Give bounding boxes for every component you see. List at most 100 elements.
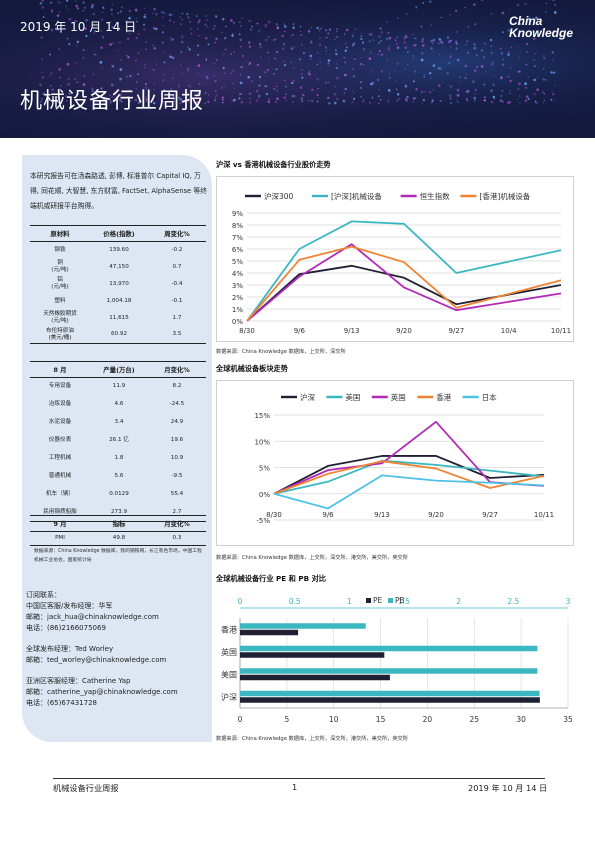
banner-dot xyxy=(259,46,262,49)
banner-dot xyxy=(421,90,423,93)
contact-line[interactable]: 邮箱：ted_worley@chinaknowledge.com xyxy=(26,656,167,664)
banner-dot xyxy=(57,95,60,99)
banner-dot xyxy=(483,96,486,99)
banner-dot xyxy=(527,76,529,78)
banner-dot xyxy=(75,0,77,2)
banner-dot xyxy=(440,16,443,19)
banner-dot xyxy=(446,36,450,39)
banner-dot xyxy=(222,101,224,104)
banner-dot xyxy=(249,28,253,31)
banner-dot xyxy=(335,66,339,70)
banner-dot xyxy=(77,7,80,10)
banner-dot xyxy=(143,28,146,31)
banner-dot xyxy=(292,26,295,29)
category-label: 香港 xyxy=(221,624,237,634)
category-label: 美国 xyxy=(221,669,237,679)
y-tick-label: 3% xyxy=(232,282,243,290)
banner-dot xyxy=(456,99,458,102)
table-cell: 139.60 xyxy=(109,246,129,253)
contact-line[interactable]: 邮箱：jack_hua@chinaknowledge.com xyxy=(26,613,159,621)
banner-dot xyxy=(198,83,201,86)
banner-dot xyxy=(58,11,61,14)
banner-dot xyxy=(441,82,444,84)
banner-dot xyxy=(187,46,189,48)
banner-dot xyxy=(154,27,158,31)
legend-label: [香港]机械设备 xyxy=(479,191,530,201)
contact-line[interactable]: 邮箱：catherine_yap@chinaknowledge.com xyxy=(26,688,178,696)
banner-dot xyxy=(370,33,373,35)
banner-dot xyxy=(290,95,293,98)
banner-dot xyxy=(378,35,381,38)
banner-dot xyxy=(430,101,434,104)
banner-dot xyxy=(144,86,148,90)
y-tick-label: 10% xyxy=(254,438,270,446)
banner-dot xyxy=(543,56,546,60)
banner-dot xyxy=(473,92,476,95)
x-tick-label: 9/20 xyxy=(428,511,444,519)
banner-dot xyxy=(128,89,130,92)
banner-dot xyxy=(406,13,408,15)
banner-dot xyxy=(379,98,382,101)
x-tick-label: 10/4 xyxy=(501,327,517,335)
y-tick-label: 2% xyxy=(232,294,243,302)
banner-dot xyxy=(499,99,503,102)
banner-dot xyxy=(163,61,166,64)
banner-dot xyxy=(41,23,43,25)
table-cell: 钢铁 xyxy=(54,246,66,253)
banner-dot xyxy=(371,81,375,85)
banner-dot xyxy=(118,99,122,102)
banner-dot xyxy=(412,100,414,103)
bottom-axis-tick: 20 xyxy=(423,715,433,724)
banner-dot xyxy=(135,81,138,83)
banner-dot xyxy=(152,27,156,30)
banner-dot xyxy=(507,75,510,78)
banner-dot xyxy=(41,76,45,79)
table-cell: 铜 (元/吨) xyxy=(51,260,69,273)
banner-dot xyxy=(137,33,140,36)
banner-dot xyxy=(319,27,323,30)
banner-dot xyxy=(351,35,354,38)
banner-dot xyxy=(380,31,384,34)
banner-dot xyxy=(91,90,94,93)
logo-line-1: China xyxy=(508,14,543,28)
banner-dot xyxy=(432,51,435,53)
banner-dot xyxy=(197,101,200,104)
series-line xyxy=(246,245,562,322)
banner-dot xyxy=(458,80,460,83)
banner-dot xyxy=(368,40,371,43)
banner-dot xyxy=(424,90,426,93)
banner-dot xyxy=(111,13,113,15)
banner-dot xyxy=(143,15,147,19)
banner-dot xyxy=(126,75,129,78)
banner-dot xyxy=(414,97,417,100)
banner-dot xyxy=(449,85,453,88)
banner-dot xyxy=(431,99,434,102)
series-line xyxy=(246,220,562,322)
banner-dot xyxy=(109,20,112,24)
banner-dot xyxy=(553,100,556,103)
banner-dot xyxy=(69,100,71,103)
banner-dot xyxy=(58,1,60,3)
banner-dot xyxy=(109,94,111,97)
table-cell: 机车（辆） xyxy=(46,491,74,497)
banner-dot xyxy=(153,47,157,50)
banner-dot xyxy=(552,0,555,2)
banner-dot xyxy=(281,47,285,51)
banner-dot xyxy=(214,41,217,44)
footer-date: 2019 年 10 月 14 日 xyxy=(468,783,548,793)
banner-dot xyxy=(395,88,398,91)
banner-dot xyxy=(428,71,432,75)
banner-dot xyxy=(266,51,269,54)
report-date: 2019 年 10 月 14 日 xyxy=(20,20,137,34)
banner-dot xyxy=(509,79,512,83)
table-cell: 13,970 xyxy=(109,280,129,287)
banner-dot xyxy=(82,10,85,12)
banner-dot xyxy=(301,93,305,97)
banner-dot xyxy=(492,61,495,63)
pb-bar xyxy=(240,690,540,697)
table-row: 工程机械 1.8 10.9 xyxy=(30,450,206,468)
banner-dot xyxy=(301,73,303,76)
bottom-axis-tick: 0 xyxy=(238,715,243,724)
table-row: 铝 (元/吨) 13,970 -0.4 xyxy=(30,276,206,293)
